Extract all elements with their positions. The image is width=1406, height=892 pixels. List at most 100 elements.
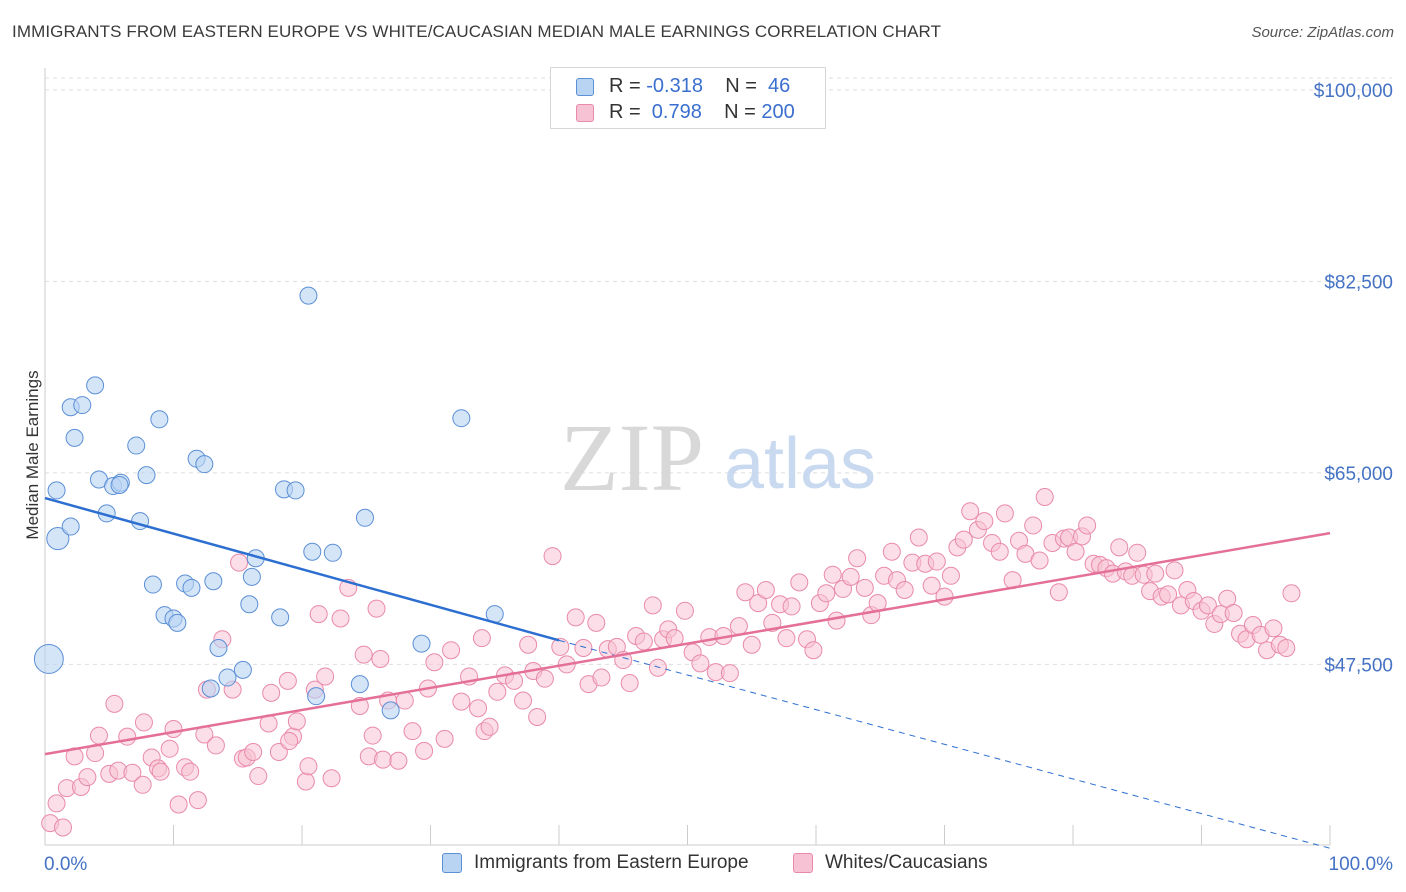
bottom-legend-swatch-pink — [793, 853, 813, 873]
pink-point — [160, 739, 179, 758]
pink-point — [262, 683, 281, 702]
pink-point — [777, 629, 796, 648]
blue-point — [73, 396, 92, 415]
pink-point — [316, 667, 335, 686]
blue-trend-line — [44, 496, 560, 642]
blue-point — [86, 376, 105, 395]
pink-point — [230, 553, 249, 572]
pink-point — [278, 671, 297, 690]
pink-point — [634, 632, 653, 651]
pink-point — [551, 637, 570, 656]
pink-point — [354, 645, 373, 664]
pink-point — [941, 566, 960, 585]
pink-point — [249, 767, 268, 786]
pink-point — [855, 578, 874, 597]
pink-point — [1049, 583, 1068, 602]
blue-trend-dashed — [558, 639, 1331, 849]
pink-point — [675, 601, 694, 620]
pink-point — [975, 512, 994, 531]
pink-point — [133, 775, 152, 794]
pink-point — [371, 649, 390, 668]
y-axis-label: Median Male Earnings — [23, 370, 42, 539]
pink-point — [367, 599, 386, 618]
legend-n-value: 200 — [761, 101, 795, 123]
bottom-legend-label: Immigrants from Eastern Europe — [474, 852, 749, 873]
pink-point — [848, 549, 867, 568]
pink-point — [89, 726, 108, 745]
pink-point — [47, 794, 66, 813]
blue-point — [195, 455, 214, 474]
pink-point — [425, 653, 444, 672]
pink-point — [720, 664, 739, 683]
pink-point — [1277, 639, 1296, 658]
pink-point — [169, 795, 188, 814]
pink-point — [373, 750, 392, 769]
legend-n-label: N = — [724, 101, 762, 123]
pink-point — [164, 719, 183, 738]
pink-point — [990, 542, 1009, 561]
blue-point — [218, 668, 237, 687]
pink-point — [296, 772, 315, 791]
pink-point — [1066, 542, 1085, 561]
grid — [44, 68, 1392, 846]
pink-point — [331, 609, 350, 628]
blue-point — [201, 679, 220, 698]
pink-point — [691, 654, 710, 673]
blue-point — [412, 634, 431, 653]
watermark: ZIP atlas — [560, 404, 876, 511]
pink-point — [643, 596, 662, 615]
pink-point — [363, 726, 382, 745]
series-immigrants-points — [33, 286, 504, 720]
legend-r-value: -0.318 — [646, 75, 703, 97]
pink-point — [389, 751, 408, 770]
pink-trend-line — [44, 531, 1331, 756]
y-tick-labels: $47,500 $65,000 $82,500 $100,000 — [1314, 81, 1393, 677]
blue-point — [209, 639, 228, 658]
pink-point — [1198, 596, 1217, 615]
blue-point — [137, 466, 156, 485]
blue-point — [61, 517, 80, 536]
bottom-legend-label: Whites/Caucasians — [825, 852, 988, 873]
pink-point — [620, 674, 639, 693]
y-tick-label: $47,500 — [1324, 655, 1393, 676]
pink-point — [882, 542, 901, 561]
pink-point — [909, 528, 928, 547]
pink-point — [452, 692, 471, 711]
pink-point — [1264, 619, 1283, 638]
blue-point — [33, 644, 64, 674]
pink-point — [895, 581, 914, 600]
trend-lines — [44, 496, 1331, 849]
pink-point — [488, 682, 507, 701]
pink-point — [804, 641, 823, 660]
pink-point — [472, 629, 491, 648]
blue-point — [303, 542, 322, 561]
x-tick-label: 0.0% — [44, 854, 87, 875]
blue-point — [286, 481, 305, 500]
pink-point — [995, 504, 1014, 523]
pink-point — [151, 762, 170, 781]
y-tick-label: $82,500 — [1324, 272, 1393, 293]
blue-point — [233, 660, 252, 679]
pink-point — [469, 699, 488, 718]
blue-point — [307, 687, 326, 706]
pink-point — [435, 729, 454, 748]
blue-point — [46, 527, 70, 551]
pink-point — [78, 768, 97, 787]
legend-r-value: 0.798 — [646, 101, 702, 123]
blue-point — [271, 608, 290, 627]
legend-swatch-blue — [576, 78, 594, 96]
pink-point — [1128, 543, 1147, 562]
y-tick-label: $100,000 — [1314, 81, 1393, 102]
pink-point — [1110, 538, 1129, 557]
series-whites-points — [41, 487, 1301, 837]
pink-point — [188, 791, 207, 810]
blue-point — [110, 475, 129, 494]
legend-swatch-pink — [576, 104, 594, 122]
pink-point — [322, 769, 341, 788]
blue-point — [452, 409, 471, 428]
pink-point — [1035, 487, 1054, 506]
pink-point — [841, 567, 860, 586]
bottom-legend-swatch-blue — [442, 853, 462, 873]
pink-point — [105, 694, 124, 713]
